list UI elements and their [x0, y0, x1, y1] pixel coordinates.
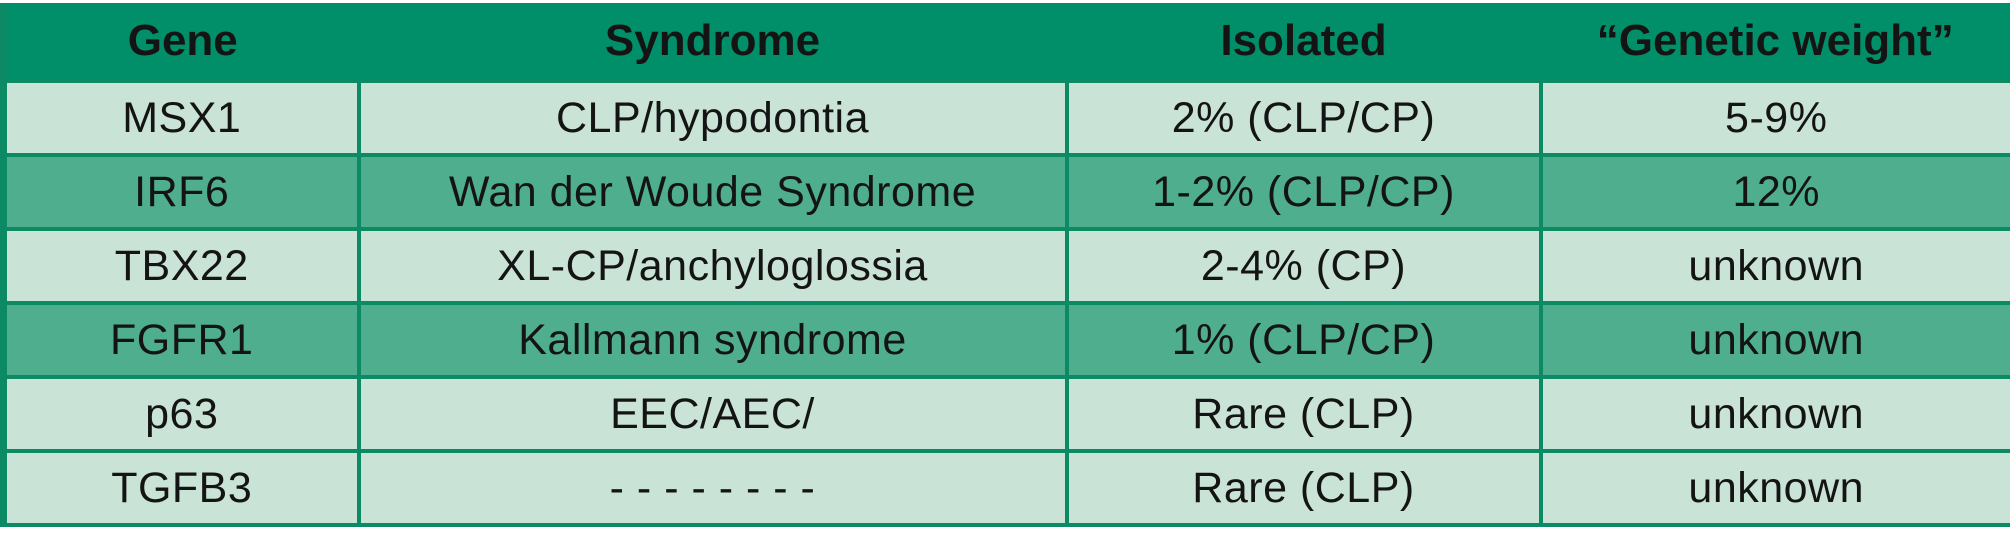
- cell-isolated: Rare (CLP): [1067, 377, 1541, 451]
- table-row: FGFR1 Kallmann syndrome 1% (CLP/CP) unkn…: [4, 303, 2010, 377]
- table-row: TBX22 XL-CP/anchyloglossia 2-4% (CP) unk…: [4, 229, 2010, 303]
- cell-gene: IRF6: [4, 155, 359, 229]
- cell-genetic-weight: unknown: [1541, 303, 2010, 377]
- cell-genetic-weight: unknown: [1541, 377, 2010, 451]
- cell-isolated: 2-4% (CP): [1067, 229, 1541, 303]
- cell-gene: p63: [4, 377, 359, 451]
- gene-syndrome-table: Gene Syndrome Isolated “Genetic weight” …: [0, 3, 2010, 527]
- cell-gene: TBX22: [4, 229, 359, 303]
- table-row: TGFB3 - - - - - - - - Rare (CLP) unknown: [4, 451, 2010, 525]
- cell-isolated: Rare (CLP): [1067, 451, 1541, 525]
- cell-genetic-weight: unknown: [1541, 451, 2010, 525]
- header-row: Gene Syndrome Isolated “Genetic weight”: [4, 3, 2010, 81]
- cell-gene: FGFR1: [4, 303, 359, 377]
- cell-gene: TGFB3: [4, 451, 359, 525]
- column-header-gene: Gene: [4, 3, 359, 81]
- cell-syndrome: Wan der Woude Syndrome: [359, 155, 1067, 229]
- cell-syndrome: XL-CP/anchyloglossia: [359, 229, 1067, 303]
- column-header-isolated: Isolated: [1067, 3, 1541, 81]
- cell-syndrome: EEC/AEC/: [359, 377, 1067, 451]
- data-table: Gene Syndrome Isolated “Genetic weight” …: [0, 3, 2010, 527]
- column-header-genetic-weight: “Genetic weight”: [1541, 3, 2010, 81]
- cell-genetic-weight: 5-9%: [1541, 81, 2010, 155]
- cell-genetic-weight: 12%: [1541, 155, 2010, 229]
- table-row: p63 EEC/AEC/ Rare (CLP) unknown: [4, 377, 2010, 451]
- table-row: MSX1 CLP/hypodontia 2% (CLP/CP) 5-9%: [4, 81, 2010, 155]
- cell-genetic-weight: unknown: [1541, 229, 2010, 303]
- cell-syndrome: Kallmann syndrome: [359, 303, 1067, 377]
- cell-isolated: 1-2% (CLP/CP): [1067, 155, 1541, 229]
- column-header-syndrome: Syndrome: [359, 3, 1067, 81]
- cell-isolated: 2% (CLP/CP): [1067, 81, 1541, 155]
- cell-isolated: 1% (CLP/CP): [1067, 303, 1541, 377]
- cell-syndrome: - - - - - - - -: [359, 451, 1067, 525]
- cell-gene: MSX1: [4, 81, 359, 155]
- cell-syndrome: CLP/hypodontia: [359, 81, 1067, 155]
- table-row: IRF6 Wan der Woude Syndrome 1-2% (CLP/CP…: [4, 155, 2010, 229]
